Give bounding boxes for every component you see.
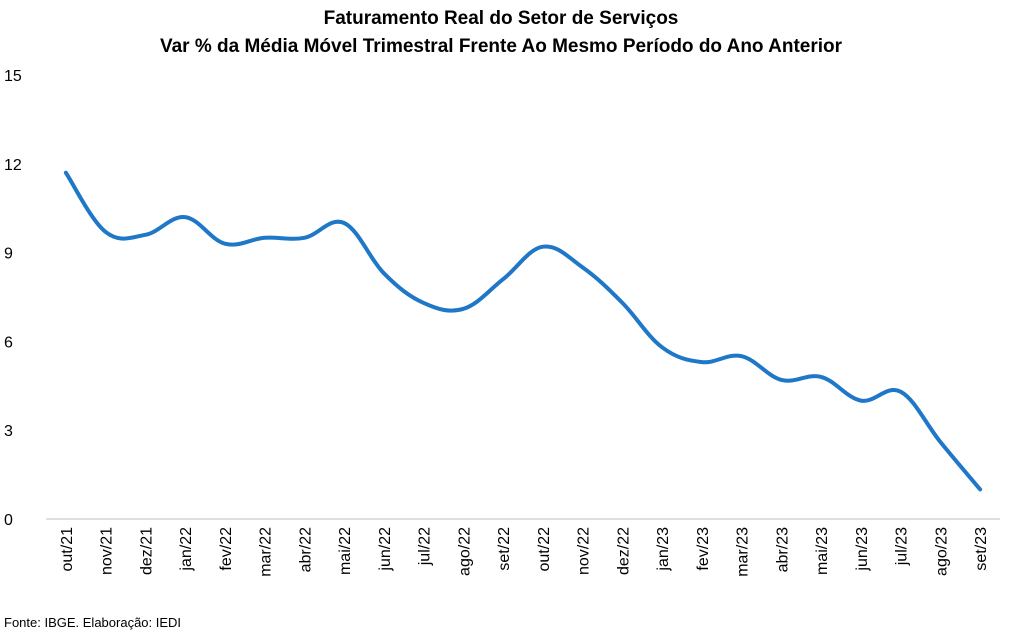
x-axis: out/21 nov/21 dez/21 jan/22 fev/22 mar/22 abr/…: [59, 527, 990, 577]
x-tick-label: nov/21: [99, 527, 116, 575]
data-point: [938, 440, 942, 444]
y-tick-label: 6: [4, 334, 13, 351]
x-tick-label: abr/23: [774, 527, 791, 572]
x-tick-label: jan/23: [655, 527, 672, 572]
data-point: [899, 390, 903, 394]
data-point: [859, 399, 863, 403]
y-tick-label: 0: [4, 512, 13, 529]
y-tick-label: 9: [4, 246, 13, 263]
x-tick-label: dez/22: [615, 527, 632, 575]
x-tick-label: mai/23: [814, 527, 831, 575]
y-tick-label: 3: [4, 423, 13, 440]
series-line: [63, 170, 983, 492]
x-tick-label: jan/22: [178, 527, 195, 572]
x-tick-label: jul/23: [894, 527, 911, 566]
data-point: [263, 236, 267, 240]
data-point: [700, 360, 704, 364]
data-point: [660, 345, 664, 349]
data-point: [223, 242, 227, 246]
x-tick-label: set/23: [973, 527, 990, 571]
data-point: [620, 301, 624, 305]
source-note: Fonte: IBGE. Elaboração: IEDI: [4, 615, 181, 630]
data-point: [581, 265, 585, 269]
x-tick-label: mar/22: [258, 527, 275, 577]
x-tick-label: out/22: [536, 527, 553, 572]
x-tick-label: mar/23: [735, 527, 752, 577]
x-tick-label: ago/23: [933, 527, 950, 576]
data-point: [422, 301, 426, 305]
x-tick-label: fev/22: [218, 527, 235, 571]
chart-subtitle: Var % da Média Móvel Trimestral Frente A…: [160, 36, 843, 57]
y-tick-label: 12: [4, 157, 22, 174]
data-point: [819, 375, 823, 379]
x-tick-label: jun/23: [854, 527, 871, 572]
data-point: [302, 236, 306, 240]
data-point: [501, 277, 505, 281]
data-point: [64, 171, 68, 175]
data-points: [64, 171, 982, 492]
x-tick-label: fev/23: [695, 527, 712, 571]
y-tick-label: 15: [4, 68, 22, 85]
data-point: [740, 354, 744, 358]
x-tick-label: jun/22: [377, 527, 394, 572]
x-tick-label: set/22: [496, 527, 513, 571]
x-tick-label: dez/21: [138, 527, 155, 575]
x-tick-label: mai/22: [337, 527, 354, 575]
x-tick-label: abr/22: [297, 527, 314, 572]
x-tick-label: nov/22: [576, 527, 593, 575]
x-tick-label: out/21: [59, 527, 76, 572]
data-point: [382, 271, 386, 275]
x-tick-label: jul/22: [417, 527, 434, 566]
data-point: [342, 221, 346, 225]
data-point: [183, 215, 187, 219]
x-tick-label: ago/22: [456, 527, 473, 576]
data-point: [461, 307, 465, 311]
data-point: [104, 230, 108, 234]
data-point: [978, 487, 982, 491]
data-point: [143, 233, 147, 237]
data-point: [779, 378, 783, 382]
y-axis: 0 3 6 9 12 15: [4, 68, 22, 529]
chart-title: Faturamento Real do Setor de Serviços: [324, 8, 679, 29]
data-point: [541, 245, 545, 249]
